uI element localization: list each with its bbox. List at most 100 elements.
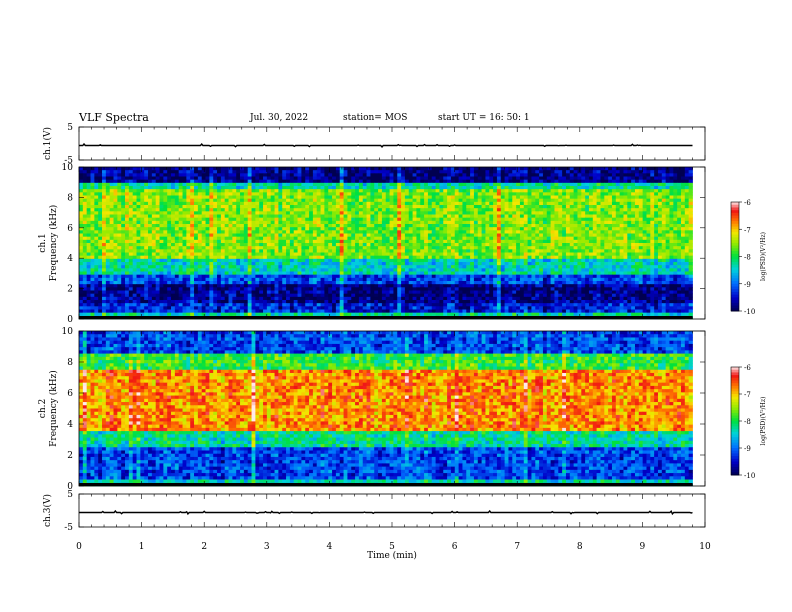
spectrogram-cell: [608, 217, 613, 222]
spectrogram-cell: [205, 258, 210, 263]
spectrogram-cell: [94, 233, 99, 238]
spectrogram-cell: [569, 170, 575, 174]
spectrogram-cell: [320, 167, 325, 171]
spectrogram-cell: [167, 195, 172, 200]
spectrogram-cell: [420, 236, 425, 241]
spectrogram-cell: [631, 170, 636, 174]
spectrogram-cell: [397, 170, 402, 174]
spectrogram-cell: [358, 239, 364, 244]
spectrogram-cell: [539, 189, 544, 193]
spectrogram-cell: [631, 239, 636, 244]
spectrogram-cell: [347, 176, 352, 181]
spectrogram-cell: [125, 173, 130, 177]
spectrogram-cell: [535, 255, 540, 260]
spectrogram-cell: [412, 243, 417, 247]
spectrogram-cell: [393, 249, 398, 253]
spectrogram-cell: [661, 205, 667, 209]
spectrogram-cell: [266, 239, 272, 244]
spectrogram-cell: [431, 189, 436, 193]
spectrogram-cell: [608, 230, 613, 234]
spectrogram-cell: [477, 252, 482, 257]
spectrogram-cell: [508, 198, 513, 203]
spectrogram-cell: [301, 233, 306, 238]
spectrogram-cell: [385, 255, 390, 260]
spectrogram-cell: [94, 205, 99, 209]
spectrogram-cell: [102, 252, 107, 257]
spectrogram-cell: [424, 249, 429, 253]
spectrogram-cell: [355, 170, 360, 174]
spectrogram-cell: [366, 227, 371, 231]
spectrogram-cell: [404, 201, 410, 206]
spectrogram-cell: [163, 239, 168, 244]
spectrogram-cell: [546, 176, 552, 181]
spectrogram-cell: [404, 173, 410, 177]
spectrogram-cell: [355, 258, 360, 263]
spectrogram-cell: [477, 195, 482, 200]
spectrogram-cell: [631, 258, 636, 263]
spectrogram-cell: [358, 198, 364, 203]
spectrogram-cell: [159, 176, 164, 181]
spectrogram-cell: [588, 176, 594, 181]
spectrogram-cell: [516, 224, 521, 228]
spectrogram-cell: [619, 173, 624, 177]
spectrogram-cell: [642, 217, 647, 222]
spectrogram-cell: [297, 230, 302, 234]
spectrogram-cell: [182, 258, 187, 263]
spectrogram-cell: [243, 252, 249, 257]
spectrogram-cell: [458, 249, 463, 253]
spectrogram-cell: [182, 173, 187, 177]
spectrogram-cell: [654, 186, 659, 190]
spectrogram-cell: [144, 243, 149, 247]
spectrogram-cell: [661, 211, 667, 215]
spectrogram-cell: [447, 239, 452, 244]
spectrogram-cell: [312, 239, 318, 244]
spectrogram-cell: [608, 189, 613, 193]
spectrogram-cell: [251, 176, 256, 181]
spectrogram-cell: [608, 243, 613, 247]
spectrogram-cell: [159, 239, 164, 244]
spectrogram-cell: [144, 211, 149, 215]
spectrogram-cell: [600, 230, 605, 234]
spectrogram-cell: [98, 167, 103, 171]
spectrogram-cell: [335, 243, 341, 247]
spectrogram-cell: [205, 195, 210, 200]
spectrogram-cell: [654, 255, 659, 260]
spectrogram-cell: [573, 255, 578, 260]
spectrogram-cell: [378, 186, 383, 190]
spectrogram-cell: [493, 205, 498, 209]
spectrogram-cell: [439, 205, 444, 209]
spectrogram-cell: [684, 208, 690, 212]
spectrogram-cell: [646, 243, 651, 247]
spectrogram-cell: [454, 195, 459, 200]
spectrogram-cell: [642, 201, 647, 206]
spectrogram-cell: [680, 233, 686, 238]
spectrogram-cell: [316, 227, 321, 231]
spectrogram-cell: [554, 214, 559, 219]
spectrogram-cell: [324, 195, 329, 200]
spectrogram-cell: [585, 233, 590, 238]
spectrogram-cell: [351, 239, 356, 244]
spectrogram-cell: [508, 220, 513, 225]
spectrogram-cell: [266, 192, 272, 196]
spectrogram-cell: [263, 258, 268, 263]
spectrogram-cell: [255, 211, 260, 215]
spectrogram-cell: [335, 182, 341, 187]
spectrogram-cell: [128, 179, 134, 184]
spectrogram-cell: [293, 208, 298, 212]
spectrogram-cell: [450, 195, 456, 200]
spectrogram-cell: [516, 233, 521, 238]
spectrogram-cell: [309, 252, 314, 257]
spectrogram-cell: [443, 236, 448, 241]
spectrogram-cell: [320, 176, 325, 181]
spectrogram-cell: [194, 192, 199, 196]
spectrogram-cell: [477, 217, 482, 222]
spectrogram-cell: [473, 249, 479, 253]
spectrogram-cell: [577, 258, 582, 263]
spectrogram-cell: [305, 239, 310, 244]
spectrogram-cell: [619, 198, 624, 203]
spectrogram-cell: [592, 233, 598, 238]
spectrogram-cell: [535, 205, 540, 209]
spectrogram-cell: [151, 262, 157, 266]
spectrogram-cell: [615, 236, 621, 241]
spectrogram-cell: [531, 249, 536, 253]
